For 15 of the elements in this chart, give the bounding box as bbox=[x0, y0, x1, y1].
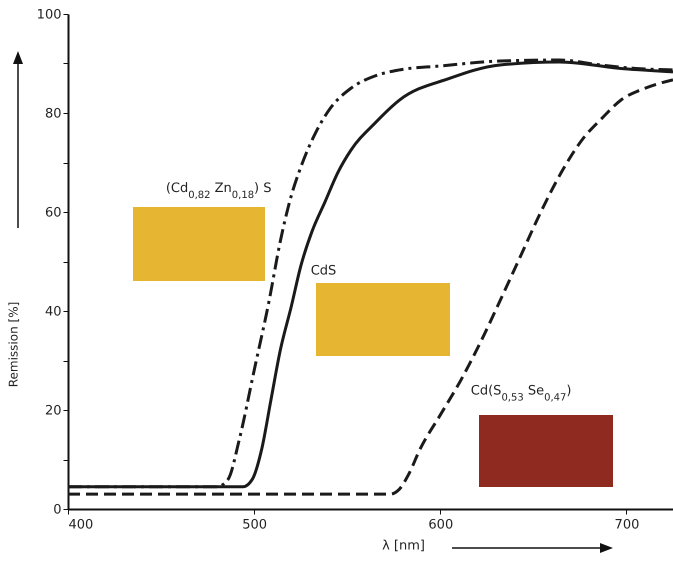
y-tick-label: 40 bbox=[44, 304, 62, 320]
y-tick-label: 80 bbox=[44, 106, 62, 122]
y-axis-title: Remission [%] bbox=[6, 302, 21, 388]
series-label: Cd(S$_{0,53}$ Se$_{0,47}$) bbox=[470, 383, 572, 403]
x-tick-label: 600 bbox=[428, 518, 454, 532]
x-tick-label: 500 bbox=[242, 518, 268, 532]
y-tick-label: 0 bbox=[53, 502, 62, 518]
y-tick-label: 60 bbox=[44, 206, 62, 220]
x-axis-title: λ [nm] bbox=[382, 538, 425, 554]
x-tick-label: 400 bbox=[68, 518, 94, 532]
x-tick-label: 700 bbox=[614, 518, 640, 532]
y-tick-label: 100 bbox=[36, 8, 62, 22]
y-tick-label: 20 bbox=[44, 404, 62, 418]
series-label: CdS bbox=[310, 263, 336, 278]
series-label: (Cd$_{0,82}$ Zn$_{0,18}$) S bbox=[166, 181, 272, 201]
